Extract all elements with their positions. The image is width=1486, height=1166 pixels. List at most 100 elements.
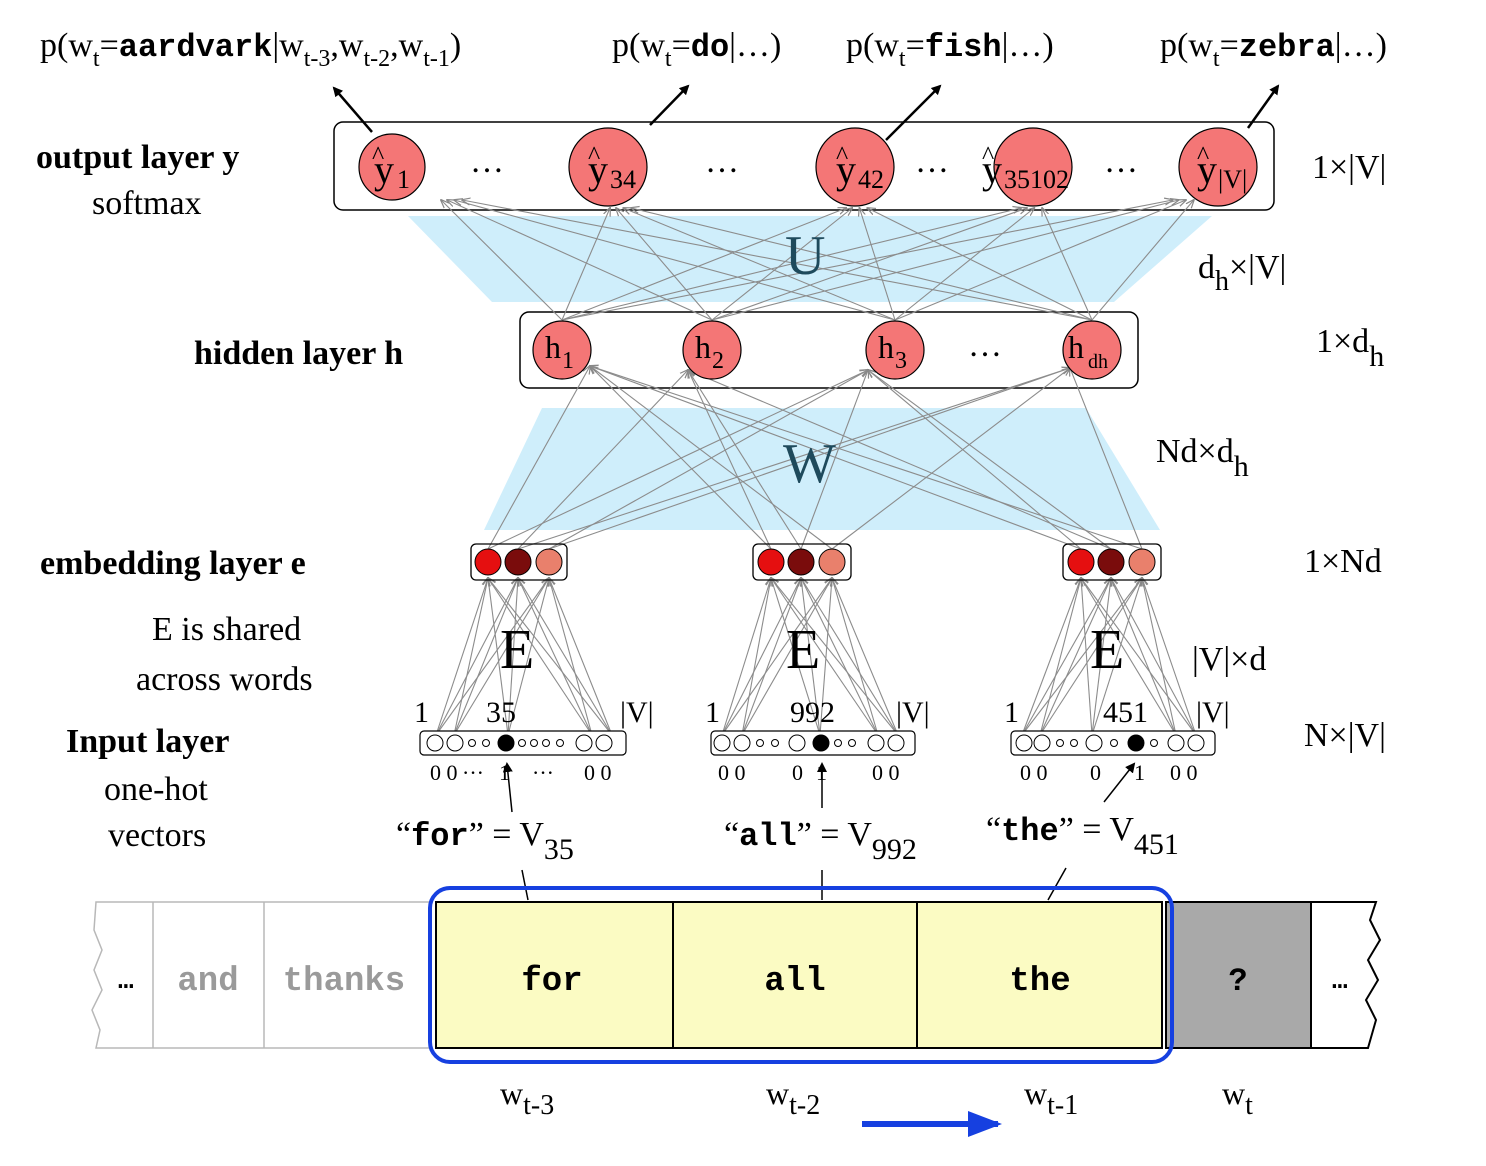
layer-labels: output layer y softmax hidden layer h em… <box>36 139 403 854</box>
E-connection <box>453 578 518 736</box>
U-connections <box>441 200 1194 321</box>
E-connection <box>488 578 509 736</box>
onehot-vectors <box>419 730 1216 756</box>
svg-text:h: h <box>695 329 711 365</box>
pos-t-1: wt-1 <box>1024 1075 1078 1121</box>
label-embedding-layer: embedding layer e <box>40 545 306 582</box>
E-connection <box>741 578 771 736</box>
embedding-vector-3 <box>1062 543 1162 581</box>
E-connection <box>771 578 879 736</box>
output-ellipsis-2: … <box>705 143 739 180</box>
label-the-V451: “the” = V451 <box>986 811 1179 861</box>
U-connection <box>454 200 896 321</box>
output-node-y34: ^ y 34 <box>568 127 648 207</box>
tape-cell-ellipsis-right: … <box>1332 966 1348 996</box>
E-connection <box>488 578 613 736</box>
tape-context-cells <box>435 901 1163 1049</box>
svg-text:1: 1 <box>414 696 429 729</box>
svg-text:h: h <box>878 329 894 365</box>
W-connection <box>517 370 688 550</box>
E-connection <box>1081 578 1177 736</box>
tape-cell-all: all <box>764 963 825 1001</box>
svg-text:0 0: 0 0 <box>1020 760 1048 785</box>
svg-text:0 0: 0 0 <box>718 760 746 785</box>
label-for-V35: “for” = V35 <box>396 816 574 866</box>
word-index-arrows <box>502 762 1136 901</box>
arrow-fish <box>885 84 942 141</box>
W-connections <box>487 366 1143 550</box>
pos-t-2: wt-2 <box>766 1075 820 1121</box>
svg-text:1: 1 <box>499 760 510 785</box>
label-shared-1: E is shared <box>152 611 301 648</box>
arrow-aardvark <box>332 86 373 133</box>
W-connection <box>590 366 1143 550</box>
W-connection <box>487 370 868 550</box>
tape-cell-the: the <box>1009 963 1070 1001</box>
svg-text:y: y <box>836 147 856 192</box>
embedding-vector-2 <box>752 543 852 581</box>
tape-cell-and: and <box>177 963 238 1001</box>
position-labels: wt-3 wt-2 wt-1 wt <box>500 1075 1253 1121</box>
matrix-E-1: E <box>500 619 534 681</box>
hidden-node-h2: h 2 <box>682 320 742 380</box>
E-connection <box>1021 578 1081 736</box>
E-connection <box>453 578 488 736</box>
U-connection <box>711 200 1179 321</box>
W-connection <box>548 370 868 550</box>
U-connection <box>711 208 852 321</box>
W-connection <box>831 368 1070 550</box>
svg-text:y: y <box>1197 147 1217 192</box>
label-hidden-layer: hidden layer h <box>194 335 403 372</box>
output-ellipsis-1: … <box>470 143 504 180</box>
matrix-W: W <box>783 433 836 495</box>
svg-text:34: 34 <box>610 165 636 194</box>
E-connection <box>1039 578 1111 736</box>
dim-hidden: 1×dh <box>1316 323 1384 373</box>
W-connection <box>800 370 868 550</box>
label-all-V992: “all” = V992 <box>724 816 917 866</box>
svg-text:|V|: |V| <box>1218 165 1247 194</box>
dim-U: dh×|V| <box>1198 249 1286 297</box>
output-nodes: ^ y 1 ^ y 34 ^ y 42 ^ y 35102 ^ y |V| … <box>358 127 1258 207</box>
E-connection <box>721 578 801 736</box>
U-connection <box>867 208 1093 321</box>
embedding-vector-1 <box>470 543 568 581</box>
label-onehot-2: vectors <box>108 817 206 854</box>
E-connection <box>549 578 613 736</box>
E-connection <box>1021 578 1111 736</box>
svg-text:h: h <box>1068 329 1084 365</box>
svg-text:^: ^ <box>836 141 848 170</box>
onehot-labels: 1 35 |V| 0 0 ··· 1 ··· 0 0 1 992 |V| 0 0… <box>414 696 1230 785</box>
svg-text:0: 0 <box>1090 760 1101 785</box>
U-connection <box>894 200 1186 321</box>
E-connection <box>507 578 518 736</box>
probability-labels: p(wt=aardvark|wt-3,wt-2,wt-1) p(wt=do|…)… <box>40 27 1387 72</box>
arrow-do <box>649 84 690 126</box>
word-tape: … and thanks for all the ? … <box>91 886 1382 1064</box>
label-softmax: softmax <box>92 185 202 222</box>
svg-text:h: h <box>545 329 561 365</box>
svg-text:|V|: |V| <box>896 696 930 729</box>
svg-text:0 0: 0 0 <box>584 760 612 785</box>
output-arrows <box>332 84 1280 141</box>
W-connection <box>590 366 772 550</box>
E-connection <box>1039 578 1081 736</box>
hidden-node-h3: h 3 <box>865 320 925 380</box>
E-connection <box>549 578 593 736</box>
U-connection <box>894 208 1034 321</box>
dimension-labels: 1×|V| dh×|V| 1×dh Nd×dh 1×Nd |V|×d N×|V| <box>1156 149 1386 754</box>
matrix-E-3: E <box>1090 619 1124 681</box>
E-connection <box>832 578 879 736</box>
E-connection <box>518 578 613 736</box>
W-connection <box>868 370 1082 550</box>
svg-text:^: ^ <box>1197 141 1209 170</box>
E-connection <box>1081 578 1093 736</box>
E-connection <box>1091 578 1111 736</box>
E-connection <box>819 578 832 736</box>
E-connection <box>771 578 821 736</box>
W-connection <box>590 366 833 550</box>
svg-text:992: 992 <box>790 696 835 729</box>
embedding-vectors <box>470 543 1162 581</box>
pos-t-3: wt-3 <box>500 1075 554 1121</box>
output-ellipsis-4: … <box>1104 143 1138 180</box>
